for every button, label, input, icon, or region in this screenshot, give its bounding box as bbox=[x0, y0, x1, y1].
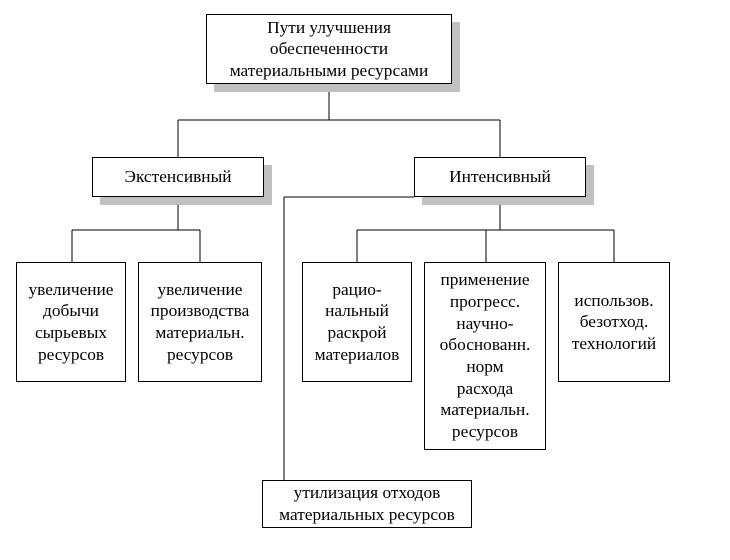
node-label: применениепрогресс.научно-обоснованн.нор… bbox=[440, 269, 531, 442]
diagram-canvas: Пути улучшения обеспеченности материальн… bbox=[0, 0, 730, 560]
node-label: рацио-нальныйраскройматериалов bbox=[315, 279, 400, 366]
node-leaf: утилизация отходов материальных ресурсов bbox=[262, 480, 472, 528]
node-label: использов.безотход.технологий bbox=[572, 290, 656, 355]
node-label: Экстенсивный bbox=[125, 166, 232, 188]
node-leaf: увеличениедобычисырьевыхресурсов bbox=[16, 262, 126, 382]
node-leaf: использов.безотход.технологий bbox=[558, 262, 670, 382]
node-leaf: увеличениепроизводстваматериальн.ресурсо… bbox=[138, 262, 262, 382]
node-intensive: Интенсивный bbox=[414, 157, 586, 197]
node-label: Пути улучшения обеспеченности материальн… bbox=[213, 17, 445, 82]
node-leaf: применениепрогресс.научно-обоснованн.нор… bbox=[424, 262, 546, 450]
node-leaf: рацио-нальныйраскройматериалов bbox=[302, 262, 412, 382]
node-label: Интенсивный bbox=[449, 166, 551, 188]
node-label: увеличениедобычисырьевыхресурсов bbox=[29, 279, 114, 366]
node-extensive: Экстенсивный bbox=[92, 157, 264, 197]
node-label: утилизация отходов материальных ресурсов bbox=[269, 482, 465, 525]
node-label: увеличениепроизводстваматериальн.ресурсо… bbox=[151, 279, 250, 366]
node-root: Пути улучшения обеспеченности материальн… bbox=[206, 14, 452, 84]
